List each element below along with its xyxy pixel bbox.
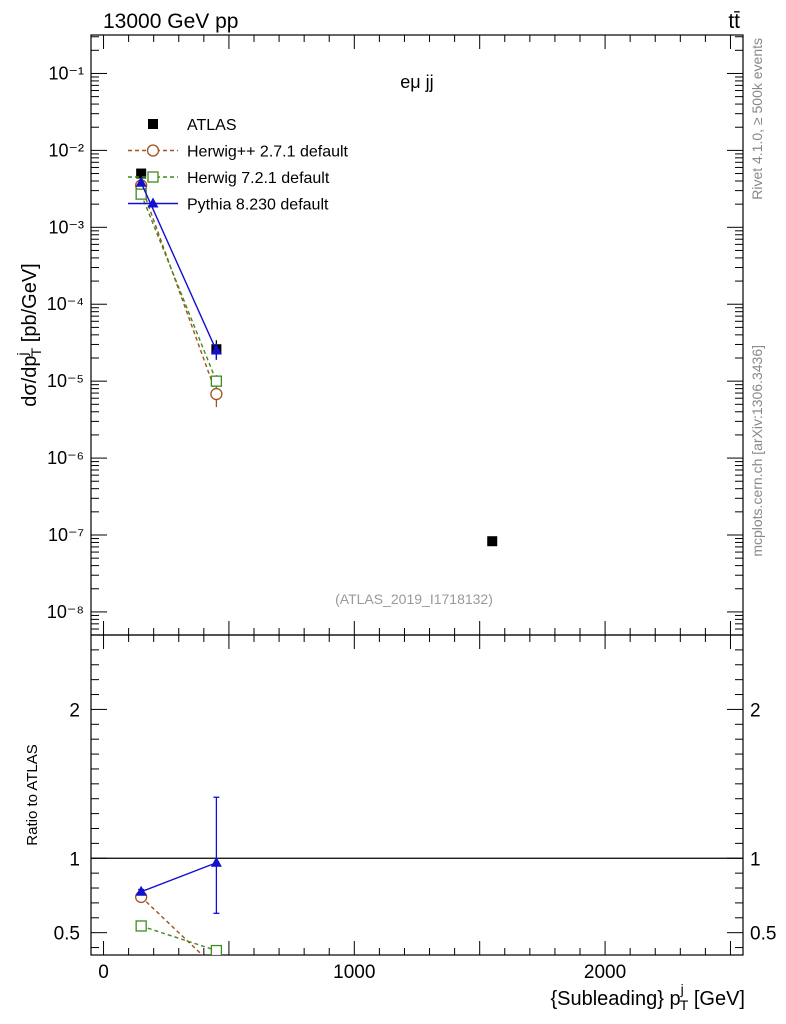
watermark: (ATLAS_2019_I1718132) <box>335 591 493 607</box>
mcplots-label: mcplots.cern.ch [arXiv:1306.3436] <box>749 345 765 557</box>
point-atlas <box>136 168 147 179</box>
ratio-y-label: Ratio to ATLAS <box>24 744 41 845</box>
ratio-series <box>135 796 223 974</box>
y-tick-label: 10⁻⁴ <box>47 294 84 314</box>
x-tick-label: 1000 <box>333 962 375 983</box>
ratio-point-herwig-7-2-1-default <box>135 920 147 932</box>
legend-marker-pythia-8-230-default <box>147 197 159 208</box>
ratio-y-tick-label-right: 2 <box>750 700 761 721</box>
legend-marker-atlas <box>148 119 158 129</box>
y-tick-label: 10⁻⁸ <box>47 602 84 622</box>
ratio-line-pythia-8-230-default <box>140 862 217 893</box>
ratio-point-herwig-2-7-1-default <box>211 963 222 974</box>
y-tick-label: 10⁻⁷ <box>48 525 84 545</box>
line-pythia-8-230-default <box>140 182 218 351</box>
rivet-label: Rivet 4.1.0, ≥ 500k events <box>749 38 765 200</box>
header-right: tt̄ <box>728 10 740 33</box>
ratio-point-pythia-8-230-default <box>135 885 147 896</box>
y-tick-label: 10⁻⁵ <box>47 371 84 391</box>
legend-marker-herwig-7-2-1-default <box>147 171 159 183</box>
ratio-y-tick-label: 1 <box>69 849 80 870</box>
point-pythia-8-230-default <box>135 176 147 187</box>
x-axis-label: {Subleading} pj T [GeV] <box>550 981 745 1013</box>
ratio-y-tick-label: 2 <box>69 700 80 721</box>
x-tick-label: 2000 <box>584 962 626 983</box>
tick-labels: 0 1000 2000 10⁻¹ 10⁻² 10⁻³ 10⁻⁴ 10⁻⁵ 10⁻⁶ 10⁻⁷ 10⁻… <box>47 63 777 983</box>
svg-text:{Subleading} pjT [GeV]: {Subleading} pj T [GeV] <box>550 981 745 1013</box>
y-tick-label: 10⁻³ <box>48 217 84 237</box>
y-tick-label: 10⁻⁶ <box>47 448 84 468</box>
legend-label-herwig-7-2-1-default: Herwig 7.2.1 default <box>187 170 330 187</box>
ratio-line-herwig-7-2-1-default <box>140 925 217 952</box>
line-herwig-2-7-1-default <box>140 185 218 395</box>
ratio-y-tick-label: 0.5 <box>54 924 80 945</box>
ratio-y-tick-label-right: 0.5 <box>750 924 776 945</box>
axis-ticks <box>91 35 743 955</box>
point-herwig-7-2-1-default <box>210 375 223 387</box>
legend-marker-herwig-2-7-1-default <box>146 144 160 157</box>
header-left: 13000 GeV pp <box>103 10 238 33</box>
ratio-y-tick-label-right: 1 <box>750 849 761 870</box>
y-tick-label: 10⁻¹ <box>48 63 84 83</box>
main-y-label: dσ/dpjT [pb/GeV] <box>14 263 44 406</box>
y-tick-label: 10⁻² <box>48 140 84 160</box>
legend-label-pythia-8-230-default: Pythia 8.230 default <box>187 197 329 214</box>
svg-text:dσ/dpjT [pb/GeV]: dσ/dpjT [pb/GeV] <box>14 263 44 406</box>
point-atlas <box>487 536 498 547</box>
ratio-point-herwig-7-2-1-default <box>210 944 223 955</box>
ratio-frame <box>90 634 744 956</box>
legend-label-herwig-2-7-1-default: Herwig++ 2.7.1 default <box>187 144 349 161</box>
ratio-point-pythia-8-230-default <box>210 856 222 867</box>
ratio-line-herwig-2-7-1-default <box>140 896 204 955</box>
main-series <box>135 168 498 547</box>
point-pythia-8-230-default <box>210 344 222 355</box>
legend: ATLAS Herwig++ 2.7.1 default Herwig 7.2.1 … <box>128 117 349 214</box>
x-tick-label: 0 <box>98 962 109 983</box>
line-herwig-7-2-1-default <box>140 193 218 382</box>
point-herwig-2-7-1-default <box>210 387 223 401</box>
legend-label-atlas: ATLAS <box>187 117 237 134</box>
chart-title: eμ jj <box>400 72 433 92</box>
